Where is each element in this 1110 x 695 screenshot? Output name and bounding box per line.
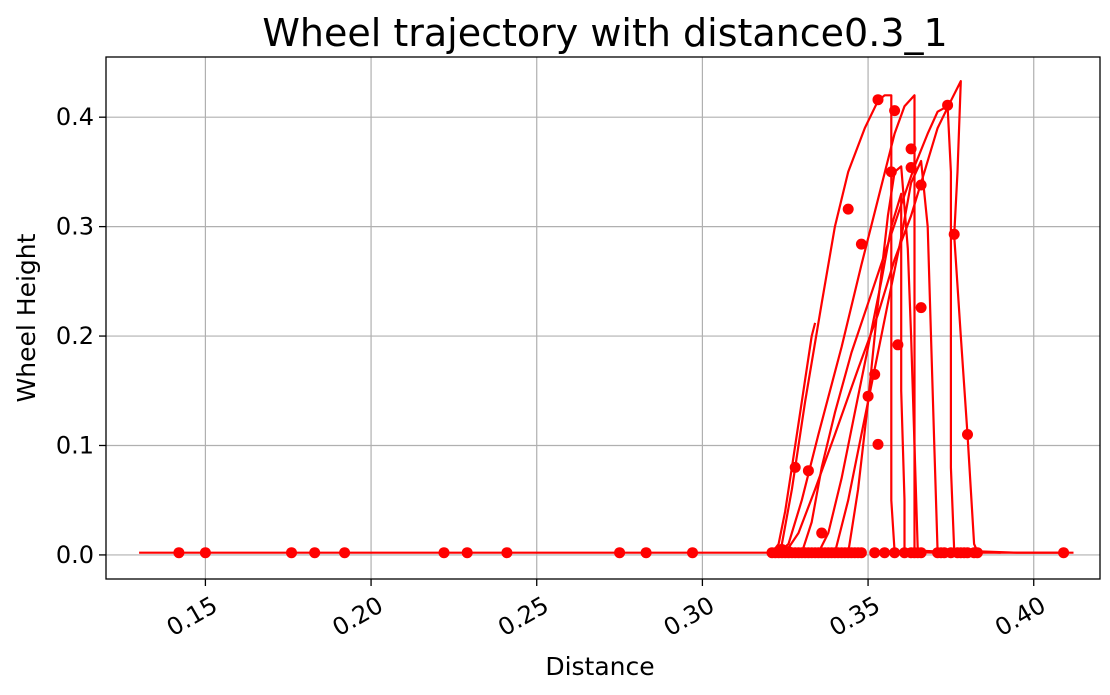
x-axis-ticks: 0.15 0.20 0.25 0.30 0.35 0.40	[162, 579, 1051, 642]
grid	[106, 57, 1100, 579]
x-tick-label-5: 0.40	[990, 591, 1050, 642]
data-point-64	[855, 238, 867, 250]
x-tick-label-3: 0.30	[659, 591, 719, 642]
y-tick-label-0: 0.0	[56, 541, 94, 569]
data-point-63	[842, 203, 854, 215]
data-point-76	[942, 99, 954, 111]
trajectory-line-0	[139, 322, 817, 554]
data-point-41	[889, 547, 901, 559]
data-point-67	[872, 438, 884, 450]
data-point-59	[783, 546, 794, 558]
data-point-77	[948, 228, 960, 240]
trajectory-line-5	[817, 192, 906, 554]
data-point-8	[614, 547, 626, 559]
data-point-69	[885, 166, 897, 178]
trajectory-line-4	[800, 105, 1067, 554]
data-point-62	[816, 527, 828, 539]
data-point-78	[962, 429, 973, 440]
data-point-0	[173, 547, 185, 559]
x-tick-label-4: 0.35	[825, 591, 885, 642]
y-tick-label-3: 0.3	[56, 213, 94, 241]
y-tick-label-2: 0.2	[56, 322, 94, 350]
trajectory-line-1	[774, 94, 1074, 554]
x-tick-label-1: 0.20	[328, 591, 388, 642]
y-axis-label: Wheel Height	[12, 233, 41, 402]
data-point-5	[438, 547, 450, 559]
y-tick-label-1: 0.1	[56, 431, 94, 459]
data-point-10	[687, 547, 698, 559]
data-point-39	[869, 547, 881, 559]
data-point-2	[286, 547, 297, 559]
data-point-46	[915, 547, 927, 559]
data-point-68	[872, 94, 884, 106]
trajectory-line-3	[784, 79, 1001, 554]
data-point-40	[879, 547, 891, 559]
data-point-3	[309, 547, 321, 559]
x-tick-label-0: 0.15	[162, 591, 222, 642]
data-point-75	[915, 302, 927, 314]
data-point-9	[640, 547, 652, 559]
y-tick-label-4: 0.4	[56, 103, 94, 131]
y-axis-ticks: 0.0 0.1 0.2 0.3 0.4	[56, 103, 106, 569]
data-point-73	[905, 162, 917, 173]
data-point-72	[905, 143, 917, 155]
data-point-66	[869, 368, 881, 380]
data-points	[173, 94, 1070, 559]
chart-title: Wheel trajectory with distance0.3_1	[262, 11, 947, 55]
plot-frame	[105, 56, 1101, 580]
trajectory-line-6	[833, 159, 939, 553]
data-point-65	[862, 390, 874, 402]
series-lines	[139, 79, 1074, 554]
data-point-56	[971, 547, 983, 559]
data-point-71	[892, 339, 904, 351]
data-point-60	[789, 461, 801, 473]
data-point-6	[461, 547, 473, 559]
data-point-7	[501, 547, 513, 559]
data-point-61	[802, 465, 814, 477]
data-point-38	[855, 547, 867, 559]
x-tick-label-2: 0.25	[493, 591, 553, 642]
data-point-70	[889, 105, 901, 117]
data-point-4	[339, 547, 351, 559]
data-point-74	[915, 179, 927, 191]
x-axis-label: Distance	[545, 652, 654, 681]
data-point-57	[1058, 547, 1070, 559]
data-point-1	[199, 547, 211, 559]
